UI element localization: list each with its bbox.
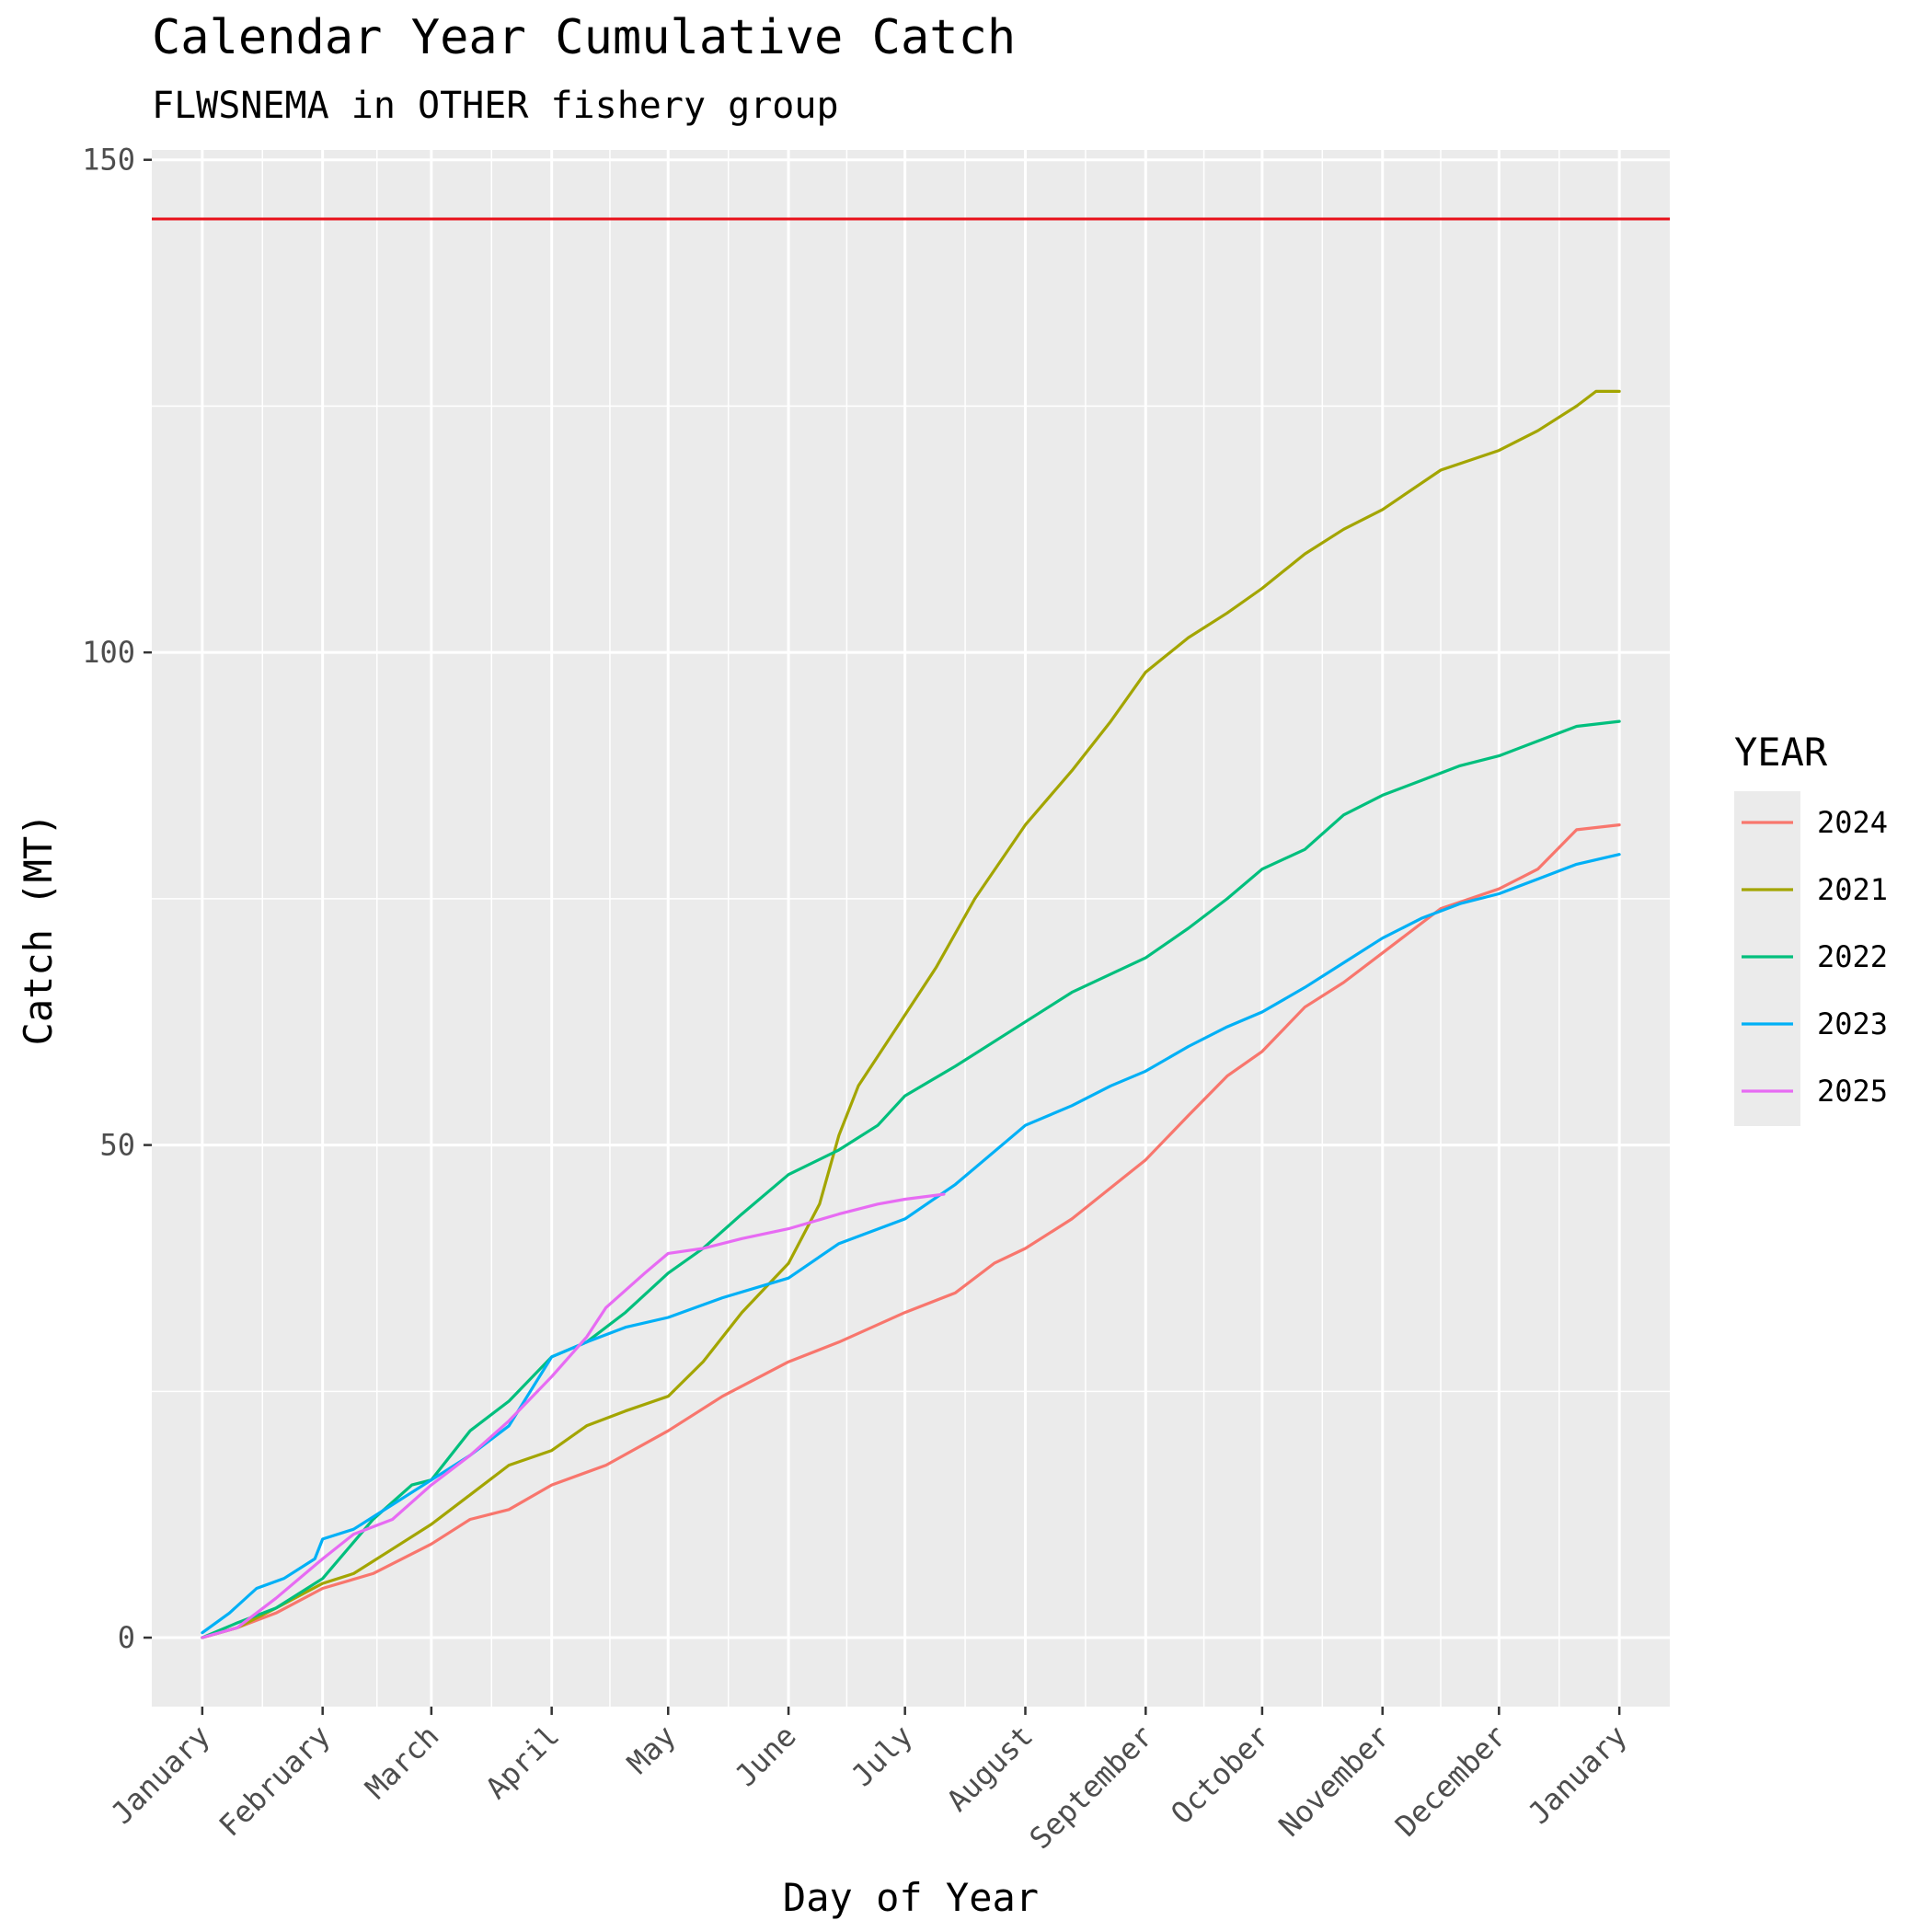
legend-label-2022: 2022: [1817, 939, 1888, 974]
legend-title: YEAR: [1734, 730, 1828, 775]
legend-label-2024: 2024: [1817, 805, 1888, 840]
legend-label-2021: 2021: [1817, 872, 1888, 907]
x-tick-label: March: [359, 1719, 446, 1806]
x-tick-label: August: [940, 1719, 1041, 1819]
x-tick-label: April: [478, 1719, 566, 1806]
major-gridlines: [152, 150, 1670, 1707]
series-line-2022: [201, 719, 1621, 1639]
y-tick-label: 150: [82, 143, 135, 178]
series-line-2023: [201, 853, 1621, 1635]
plot-panel: [152, 150, 1670, 1707]
legend-key-background: [1734, 791, 1800, 1126]
x-tick-label: December: [1388, 1719, 1513, 1844]
x-tick-label: June: [728, 1719, 802, 1793]
x-tick-label: May: [620, 1719, 683, 1781]
chart-subtitle: FLWSNEMA in OTHER fishery group: [152, 85, 839, 127]
x-axis-label: Day of Year: [783, 1875, 1039, 1920]
series-layer: [201, 389, 1621, 1639]
x-tick-label: October: [1164, 1719, 1276, 1831]
x-tick-label: July: [845, 1719, 919, 1793]
legend: YEAR 2024 2021 2022 2023 2025: [1734, 730, 1888, 1126]
series-line-2025: [201, 1192, 946, 1639]
x-tick-label: January: [104, 1719, 216, 1831]
series-line-2024: [201, 823, 1621, 1639]
minor-gridlines: [141, 150, 1679, 1707]
chart-title: Calendar Year Cumulative Catch: [152, 10, 1016, 65]
legend-label-2025: 2025: [1817, 1074, 1888, 1109]
y-tick-label: 50: [99, 1128, 135, 1163]
y-tick-label: 0: [118, 1620, 135, 1655]
y-axis: 0 50 100 150: [82, 143, 152, 1655]
x-tick-label: September: [1022, 1719, 1159, 1856]
y-tick-label: 100: [82, 635, 135, 670]
legend-label-2023: 2023: [1817, 1006, 1888, 1041]
y-axis-label: Catch (MT): [16, 813, 61, 1046]
x-tick-label: January: [1522, 1719, 1634, 1831]
x-tick-label: February: [212, 1719, 337, 1844]
x-tick-label: November: [1272, 1719, 1397, 1844]
legend-items: 2024 2021 2022 2023 2025: [1742, 805, 1888, 1109]
series-line-2021: [201, 389, 1621, 1639]
